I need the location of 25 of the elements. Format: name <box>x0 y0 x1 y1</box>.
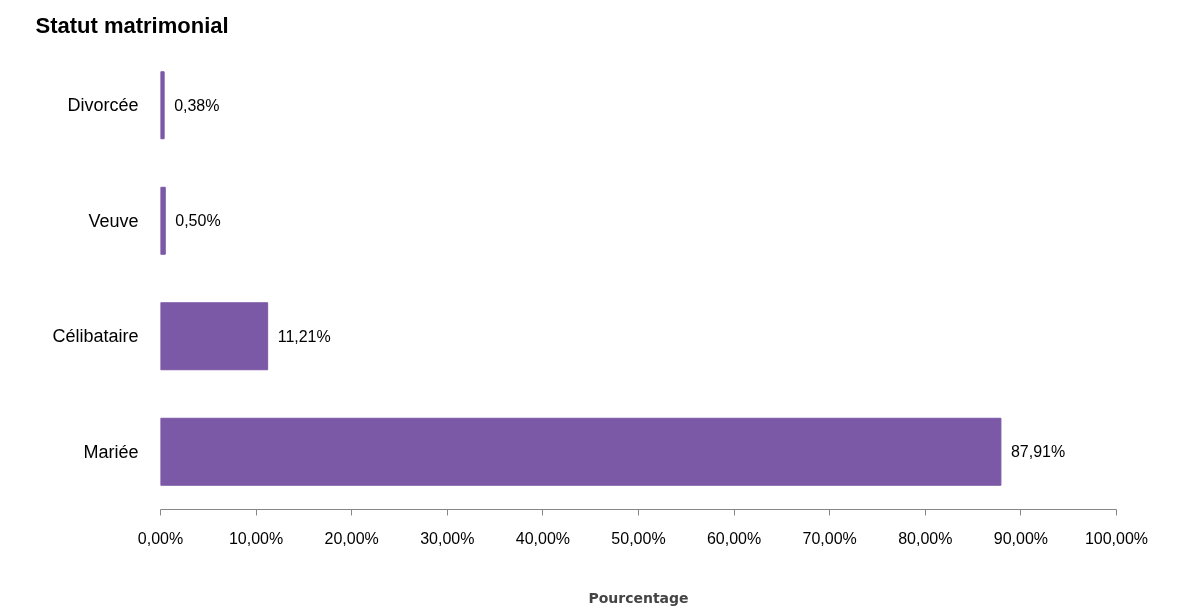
y-tick-label: Célibataire <box>52 326 139 347</box>
y-tick-label: Mariée <box>83 441 139 462</box>
x-tick-label: 90,00% <box>993 529 1049 547</box>
y-tick-label: Veuve <box>88 210 139 231</box>
x-tick-label: 60,00% <box>706 529 762 547</box>
bar <box>160 417 1002 486</box>
bar <box>160 302 269 371</box>
x-tick-label: 70,00% <box>802 529 857 547</box>
x-axis-title: Pourcentage <box>588 589 689 606</box>
x-tick-label: 80,00% <box>898 529 953 547</box>
y-tick-label: Divorcée <box>67 95 139 116</box>
x-tick-label: 30,00% <box>420 529 475 547</box>
x-tick-label: 100,00% <box>1084 529 1149 547</box>
bar <box>160 186 166 255</box>
data-label: 0,50% <box>175 212 221 230</box>
x-tick-label: 0,00% <box>137 529 184 547</box>
chart-title: Statut matrimonial <box>35 12 229 38</box>
x-tick-label: 40,00% <box>515 529 571 547</box>
data-label: 87,91% <box>1010 443 1066 461</box>
data-label: 11,21% <box>277 327 331 345</box>
x-tick-label: 50,00% <box>611 529 666 547</box>
x-tick-label: 10,00% <box>228 529 284 547</box>
data-label: 0,38% <box>174 96 220 114</box>
x-tick-label: 20,00% <box>324 529 379 547</box>
bar <box>160 71 165 140</box>
